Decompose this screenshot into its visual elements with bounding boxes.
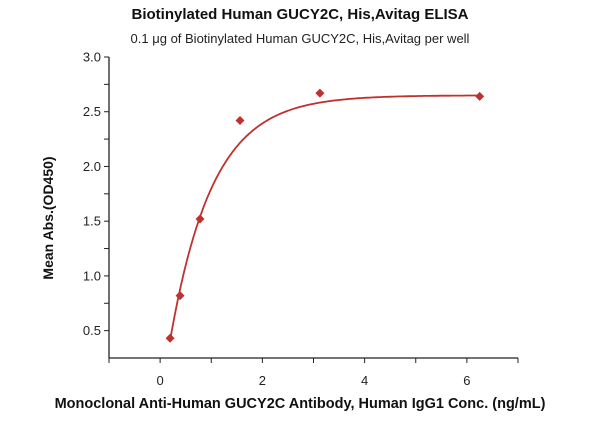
data-point — [165, 333, 175, 343]
data-point — [475, 91, 485, 101]
y-tick-label: 3.0 — [83, 50, 101, 65]
x-tick-label: 4 — [361, 373, 368, 388]
x-tick-label: 0 — [157, 373, 164, 388]
data-point — [315, 88, 325, 98]
chart-title: Biotinylated Human GUCY2C, His,Avitag EL… — [131, 6, 469, 23]
fit-curve — [169, 94, 480, 341]
data-point — [175, 291, 185, 301]
data-point — [235, 115, 245, 125]
y-tick-label: 2.5 — [83, 104, 101, 119]
y-tick-label: 1.0 — [83, 268, 101, 283]
y-tick-label: 2.0 — [83, 159, 101, 174]
x-tick-label: 2 — [259, 373, 266, 388]
x-tick-label: 6 — [463, 373, 470, 388]
data-point — [195, 214, 205, 224]
chart-subtitle: 0.1 μg of Biotinylated Human GUCY2C, His… — [130, 31, 470, 46]
y-tick-label: 1.5 — [83, 214, 101, 229]
y-tick-label: 0.5 — [83, 323, 101, 338]
x-axis-label: Monoclonal Anti-Human GUCY2C Antibody, H… — [54, 396, 546, 412]
